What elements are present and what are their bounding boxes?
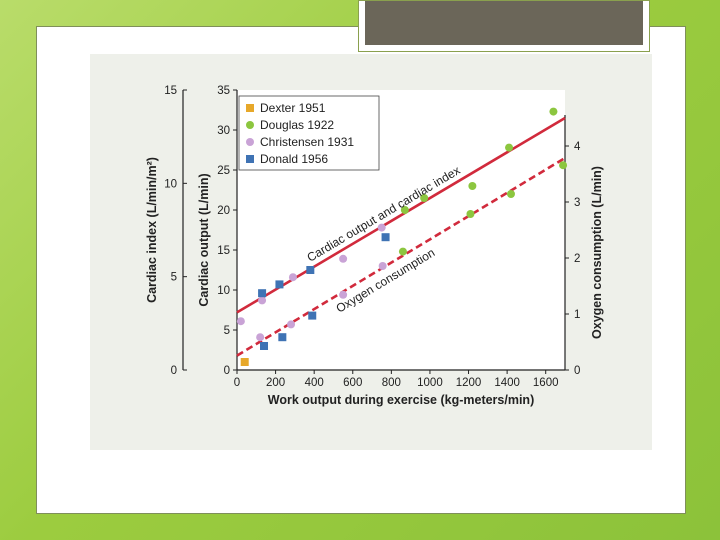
y-tick-label-output: 35 (217, 85, 230, 97)
y-tick-label-index: 10 (164, 178, 177, 190)
legend-marker (246, 104, 254, 112)
x-tick-label: 200 (266, 377, 285, 389)
x-tick-label: 1200 (456, 377, 482, 389)
x-axis-title: Work output during exercise (kg-meters/m… (268, 393, 534, 407)
legend-label: Douglas 1922 (260, 118, 334, 132)
legend-label: Donald 1956 (260, 152, 328, 166)
y-tick-label-index: 5 (171, 272, 177, 284)
y-tick-label-output: 5 (224, 325, 230, 337)
y-tick-label-oxygen: 3 (574, 197, 580, 209)
data-point-3 (306, 266, 315, 274)
y-tick-label-oxygen: 4 (574, 141, 581, 153)
y-tick-label-output: 0 (224, 365, 230, 377)
y-tick-label-index: 0 (171, 365, 177, 377)
legend-marker (246, 155, 254, 163)
y-axis-title-output: Cardiac output (L/min) (197, 173, 211, 306)
title-placeholder (358, 0, 650, 52)
data-point-2 (378, 262, 387, 270)
x-tick-label: 1000 (417, 377, 443, 389)
data-point-1 (506, 190, 515, 198)
data-point-2 (288, 273, 297, 282)
y-axis-title-oxygen: Oxygen consumption (L/min) (590, 166, 604, 339)
data-point-2 (287, 320, 296, 329)
x-tick-label: 1400 (494, 377, 520, 389)
data-point-1 (466, 210, 475, 218)
data-point-3 (258, 289, 267, 298)
x-tick-label: 0 (234, 377, 240, 389)
data-point-1 (398, 247, 407, 256)
data-point-3 (308, 311, 317, 320)
x-tick-label: 1600 (533, 377, 559, 389)
data-point-3 (278, 333, 287, 342)
legend-label: Dexter 1951 (260, 101, 326, 115)
x-tick-label: 600 (343, 377, 362, 389)
figure-panel: 0 200 400 600 800 1000 1200 1400 1600 0 5 10 15 20 25 3… (90, 54, 652, 450)
title-bar (365, 1, 643, 45)
y-tick-label-output: 10 (217, 285, 230, 297)
data-point-2 (256, 333, 265, 342)
y-tick-label-oxygen: 2 (574, 253, 580, 265)
data-point-2 (377, 223, 386, 232)
data-point-1 (400, 206, 409, 214)
y-tick-label-output: 15 (217, 245, 230, 257)
y-tick-label-oxygen: 1 (574, 309, 580, 321)
y-tick-label-oxygen: 0 (574, 365, 580, 377)
data-point-2 (258, 296, 267, 305)
y-tick-label-output: 20 (217, 205, 230, 217)
chart: 0 200 400 600 800 1000 1200 1400 160005101520253… (145, 85, 604, 407)
data-point-1 (420, 194, 429, 202)
y-tick-label-index: 15 (164, 85, 177, 97)
legend-marker (246, 138, 254, 146)
data-point-2 (339, 254, 348, 263)
x-tick-label: 400 (305, 377, 324, 389)
y-tick-label-output: 30 (217, 125, 230, 137)
legend-label: Christensen 1931 (260, 135, 354, 149)
legend-box (238, 95, 380, 171)
data-point-3 (260, 342, 269, 350)
data-point-0 (240, 358, 249, 366)
legend-marker (246, 121, 254, 129)
data-point-3 (381, 233, 390, 242)
data-point-1 (559, 161, 568, 170)
y-axis-title-index: Cardiac index (L/min/m²) (145, 157, 159, 303)
data-point-1 (505, 143, 514, 152)
data-point-2 (236, 317, 245, 326)
data-point-1 (468, 182, 477, 190)
data-point-3 (275, 280, 284, 289)
y-tick-label-output: 25 (217, 165, 230, 177)
data-point-1 (549, 107, 558, 116)
data-point-2 (339, 290, 348, 299)
x-tick-label: 800 (382, 377, 401, 389)
